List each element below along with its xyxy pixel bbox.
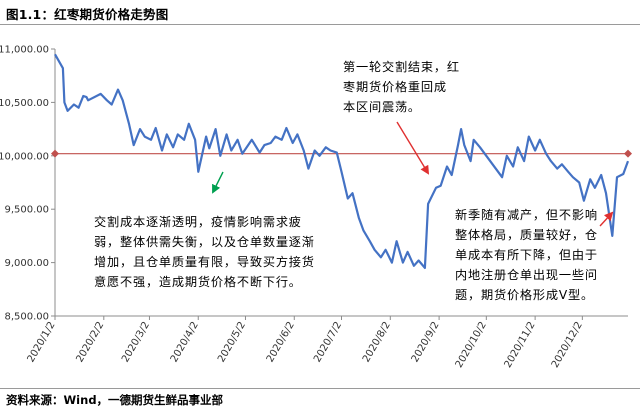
- annotation-line: 本区间震荡。: [343, 100, 421, 114]
- reference-line-layer: [51, 149, 632, 158]
- series-layer: [54, 53, 630, 269]
- x-tick-label: 2020/5/2: [216, 320, 248, 364]
- x-tick-label: 2020/3/2: [120, 320, 152, 364]
- x-tick-label: 2020/6/2: [265, 320, 297, 364]
- y-tick-label: 9,000.00: [4, 258, 49, 269]
- reference-marker: [51, 149, 59, 158]
- annotation-line: 意愿不强，造成期货价格不断下行。: [94, 275, 302, 289]
- x-tick-label: 2020/10/2: [454, 320, 489, 370]
- price-series-line: [54, 53, 630, 269]
- x-tick-label: 2020/4/2: [169, 320, 201, 364]
- annotation-line: 新季随有减产，但不影响: [455, 208, 598, 222]
- annotation-arrows: [212, 121, 614, 227]
- source-note: 资料来源：Wind，一德期货生鲜品事业部: [6, 393, 224, 407]
- figure-title: 图1.1：红枣期货价格走势图: [6, 7, 169, 22]
- green-arrow: [212, 171, 224, 194]
- y-tick-label: 10,500.00: [0, 98, 49, 109]
- annotation-cost-transparency: 交割成本逐渐透明，疫情影响需求疲 弱，整体供需失衡，以及仓单数量逐渐 增加，且仓…: [94, 212, 315, 292]
- annotation-first-delivery: 第一轮交割结束，红 枣期货价格重回成 本区间震荡。: [343, 57, 460, 117]
- bottom-rule: [0, 388, 640, 389]
- top-rule: [0, 24, 640, 25]
- x-tick-label: 2020/7/2: [312, 320, 344, 364]
- y-tick-label: 8,500.00: [4, 312, 49, 323]
- reference-marker: [624, 149, 632, 158]
- annotation-line: 弱，整体供需失衡，以及仓单数量逐渐: [94, 235, 315, 249]
- chart-canvas: 8,500.00 9,000.00 9,500.00 10,000.00 10,500.…: [0, 45, 632, 370]
- y-tick-label: 10,000.00: [0, 151, 49, 162]
- y-tick-label: 9,500.00: [4, 205, 49, 216]
- annotation-line: 增加，且仓单质量有限，导致买方接货: [94, 255, 315, 269]
- y-tick-label: 11,000.00: [0, 45, 49, 56]
- x-tick-label: 2020/8/2: [361, 320, 393, 364]
- x-tick-label: 2020/2/2: [74, 320, 106, 364]
- annotation-line: 题，期货价格形成V型。: [455, 288, 595, 302]
- annotation-line: 枣期货价格重回成: [343, 80, 447, 94]
- red-arrow-upper: [396, 121, 430, 175]
- annotation-line: 单成本有所下降，但由于: [455, 248, 598, 262]
- annotation-line: 整体格局，质量较好，仓: [455, 228, 598, 242]
- x-tick-label: 2020/12/2: [550, 320, 585, 370]
- annotation-line: 第一轮交割结束，红: [343, 60, 460, 74]
- x-tick-label: 2020/9/2: [410, 320, 442, 364]
- x-tick-label: 2020/11/2: [503, 320, 538, 370]
- annotation-new-season: 新季随有减产，但不影响 整体格局，质量较好，仓 单成本有所下降，但由于 内地注册…: [455, 205, 598, 305]
- annotation-line: 交割成本逐渐透明，疫情影响需求疲: [94, 215, 302, 229]
- red-arrow-lower: [599, 211, 614, 227]
- annotation-line: 内地注册仓单出现一些问: [455, 268, 598, 282]
- x-tick-label: 2020/1/2: [26, 320, 58, 364]
